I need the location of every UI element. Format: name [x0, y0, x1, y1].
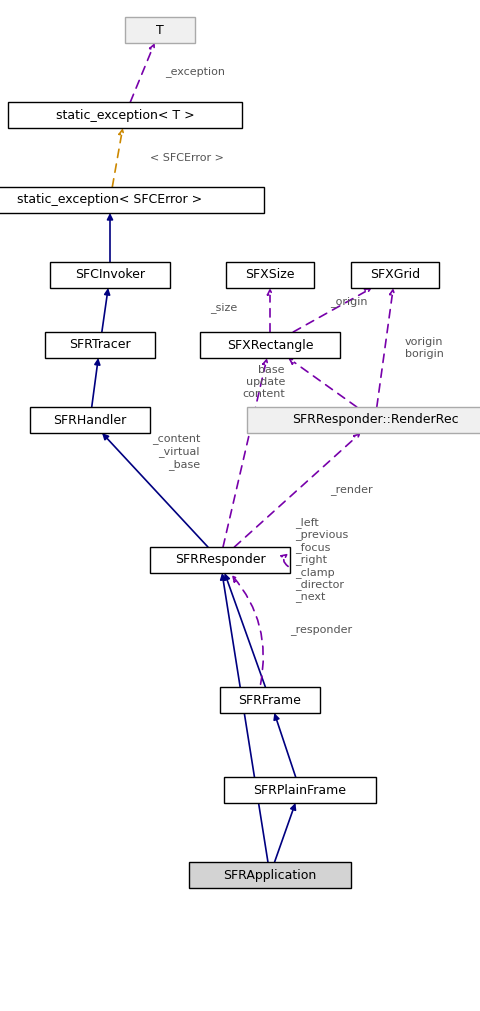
FancyArrowPatch shape [112, 129, 124, 187]
FancyBboxPatch shape [0, 187, 263, 213]
FancyArrowPatch shape [267, 290, 272, 332]
Text: SFRPlainFrame: SFRPlainFrame [253, 784, 346, 797]
Text: _origin: _origin [329, 296, 367, 307]
FancyBboxPatch shape [125, 17, 194, 43]
Text: static_exception< SFCError >: static_exception< SFCError > [17, 193, 202, 206]
FancyArrowPatch shape [289, 359, 356, 407]
FancyBboxPatch shape [224, 777, 375, 803]
FancyBboxPatch shape [199, 332, 340, 358]
Text: SFRApplication: SFRApplication [223, 868, 316, 882]
FancyArrowPatch shape [293, 289, 370, 332]
FancyArrowPatch shape [223, 360, 267, 547]
FancyBboxPatch shape [220, 687, 319, 713]
Text: SFRResponder: SFRResponder [174, 553, 265, 566]
FancyArrowPatch shape [92, 360, 100, 407]
FancyBboxPatch shape [50, 262, 169, 288]
Text: _content
_virtual
_base: _content _virtual _base [151, 435, 200, 470]
Text: static_exception< T >: static_exception< T > [56, 108, 194, 121]
FancyArrowPatch shape [224, 575, 265, 687]
Text: _left
_previous
_focus
_right
_clamp
_director
_next: _left _previous _focus _right _clamp _di… [295, 517, 348, 603]
Text: SFRFrame: SFRFrame [238, 694, 301, 707]
FancyBboxPatch shape [30, 407, 150, 433]
Text: < SFCError >: < SFCError > [150, 153, 223, 163]
Text: T: T [156, 23, 164, 36]
Text: SFXRectangle: SFXRectangle [226, 339, 312, 352]
Text: base
update
content: base update content [242, 365, 285, 398]
FancyArrowPatch shape [220, 575, 267, 862]
Text: SFCInvoker: SFCInvoker [75, 269, 144, 281]
FancyBboxPatch shape [247, 407, 480, 433]
FancyBboxPatch shape [189, 862, 350, 888]
FancyBboxPatch shape [8, 102, 242, 128]
Text: _exception: _exception [165, 67, 225, 78]
FancyArrowPatch shape [102, 290, 109, 332]
FancyArrowPatch shape [107, 215, 112, 262]
FancyArrowPatch shape [130, 44, 154, 102]
Text: SFRResponder::RenderRec: SFRResponder::RenderRec [291, 413, 457, 427]
Text: _size: _size [209, 302, 237, 313]
Text: _render: _render [329, 484, 372, 495]
FancyArrowPatch shape [274, 805, 295, 862]
FancyBboxPatch shape [225, 262, 314, 288]
FancyBboxPatch shape [45, 332, 155, 358]
FancyArrowPatch shape [376, 290, 394, 407]
Text: vorigin
borigin: vorigin borigin [404, 338, 443, 359]
FancyArrowPatch shape [103, 435, 207, 547]
FancyBboxPatch shape [350, 262, 439, 288]
Text: SFXGrid: SFXGrid [369, 269, 419, 281]
Text: SFRTracer: SFRTracer [69, 339, 131, 352]
Text: SFRHandler: SFRHandler [53, 413, 126, 427]
FancyArrowPatch shape [234, 435, 359, 547]
Text: SFXSize: SFXSize [245, 269, 294, 281]
FancyArrowPatch shape [274, 715, 295, 777]
Text: _responder: _responder [289, 625, 351, 636]
FancyBboxPatch shape [149, 547, 290, 573]
